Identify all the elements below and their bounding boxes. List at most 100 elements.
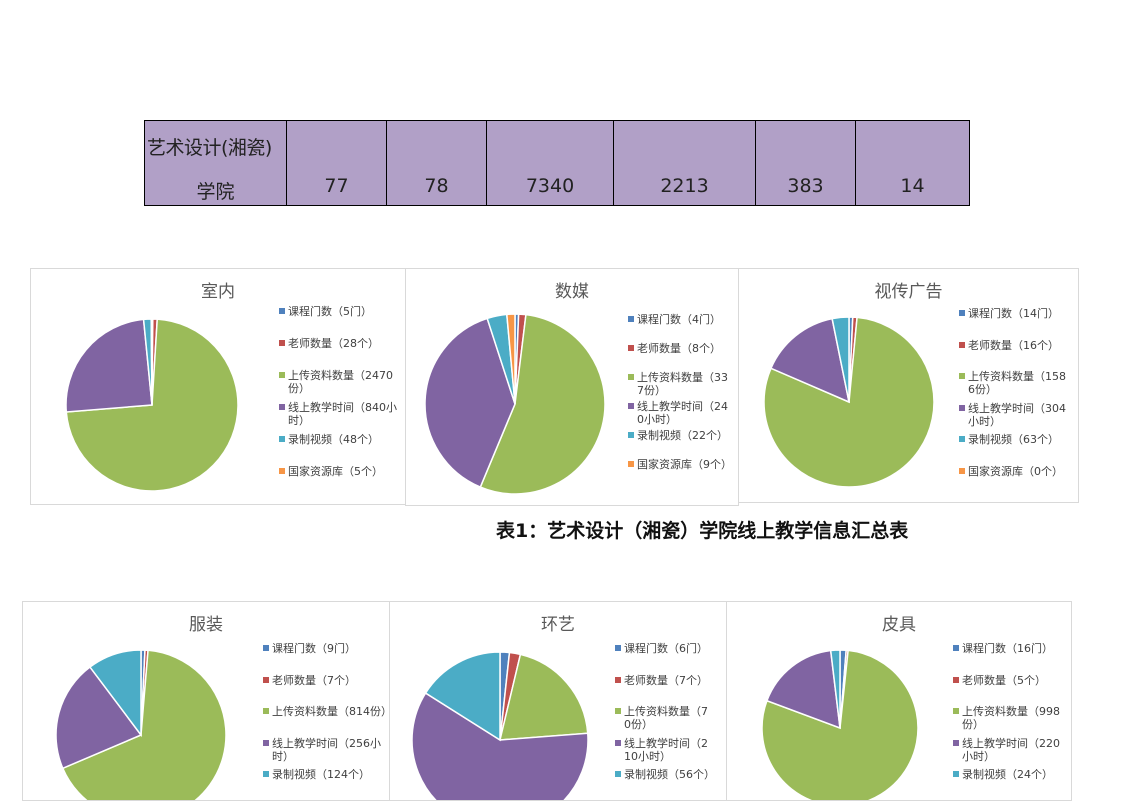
slice-resource-library xyxy=(505,313,516,405)
slice-online-hours xyxy=(769,317,851,404)
cell-value: 78 xyxy=(424,175,449,197)
chart-title: 室内 xyxy=(201,282,235,302)
legend-swatch xyxy=(953,739,959,746)
legend-swatch xyxy=(959,373,965,379)
cell-value: 77 xyxy=(324,175,349,197)
college-name-cell: 艺术设计(湘瓷) 学院 xyxy=(144,120,287,206)
chart-panel-shinei: 室内 课程门数（5门） 老师数量（28个） 上传资料数量（2470份） 线上教学时间（… xyxy=(30,268,406,505)
legend-swatch xyxy=(628,374,634,380)
legend-label: 录制视频（22个） xyxy=(637,429,728,442)
chart-panel-fuzhuang: 服装 课程门数（9门） 老师数量（7个） 上传资料数量（814份） 线上教学时间（25… xyxy=(22,601,390,801)
legend-swatch xyxy=(279,372,285,378)
pie-chart xyxy=(55,649,227,800)
legend-swatch xyxy=(279,308,285,314)
legend-label: 课程门数（5门） xyxy=(288,305,372,318)
legend-swatch xyxy=(628,461,634,467)
legend-swatch xyxy=(628,345,634,351)
legend-swatch xyxy=(615,708,621,714)
legend-label: 老师数量（16个） xyxy=(968,338,1059,352)
legend-label: 课程门数（14门） xyxy=(968,307,1059,320)
legend-swatch xyxy=(953,771,959,777)
legend-swatch xyxy=(279,404,285,410)
legend-swatch xyxy=(615,771,621,777)
legend-label: 线上教学时间（240小时） xyxy=(637,400,728,426)
table-cell: 78 xyxy=(386,120,487,206)
legend-swatch xyxy=(959,404,965,411)
slice-videos xyxy=(88,649,142,738)
legend-label: 线上教学时间（220小时） xyxy=(962,736,1060,763)
legend-label: 国家资源库（9个） xyxy=(637,458,732,471)
cell-value: 383 xyxy=(787,175,824,197)
cell-value: 14 xyxy=(900,175,925,197)
chart-legend: 课程门数（4门） 老师数量（8个） 上传资料数量（337份） 线上教学时间（240小时… xyxy=(628,313,738,503)
table-cell: 77 xyxy=(286,120,387,206)
legend-label: 国家资源库（5个） xyxy=(288,465,383,478)
legend-label: 老师数量（7个） xyxy=(624,673,708,687)
slice-uploads xyxy=(61,649,227,800)
legend-label: 录制视频（56个） xyxy=(624,768,715,781)
chart-title: 服装 xyxy=(189,615,223,635)
slice-resource-library xyxy=(150,318,153,406)
legend-label: 课程门数（6门） xyxy=(624,642,708,655)
legend-swatch xyxy=(953,645,959,651)
caption: 表1：艺术设计（湘瓷）学院线上教学信息汇总表 xyxy=(496,520,909,542)
legend-swatch xyxy=(615,739,621,746)
slice-online-hours xyxy=(411,692,589,800)
chart-panel-shichuan: 视传广告 课程门数（14门） 老师数量（16个） 上传资料数量（1586份） 线上教学… xyxy=(738,268,1079,503)
chart-title: 环艺 xyxy=(541,615,575,635)
chart-title: 皮具 xyxy=(882,615,916,635)
chart-title: 视传广告 xyxy=(874,282,943,302)
legend-label: 老师数量（8个） xyxy=(637,342,721,355)
slice-videos xyxy=(424,651,501,742)
slice-uploads xyxy=(479,313,606,495)
summary-table: 艺术设计(湘瓷) 学院 77 78 7340 2213 383 14 xyxy=(144,120,970,206)
pie-chart xyxy=(411,651,589,800)
legend-label: 上传资料数量（2470份） xyxy=(288,369,393,395)
pie-chart xyxy=(65,318,239,492)
pie-chart xyxy=(763,316,935,488)
legend-label: 上传资料数量（998份） xyxy=(962,705,1060,731)
legend-swatch xyxy=(959,341,965,348)
chart-panel-shumei: 数媒 课程门数（4门） 老师数量（8个） 上传资料数量（337份） 线上教学时间（24… xyxy=(405,268,739,506)
table-cell: 383 xyxy=(755,120,856,206)
legend-swatch xyxy=(628,432,634,438)
legend-label: 课程门数（16门） xyxy=(962,642,1053,655)
table-cell: 7340 xyxy=(486,120,614,206)
legend-label: 课程门数（4门） xyxy=(637,313,721,326)
legend-swatch xyxy=(615,645,621,651)
legend-label: 老师数量（28个） xyxy=(288,337,379,350)
legend-swatch xyxy=(953,708,959,714)
legend-swatch xyxy=(959,467,965,474)
legend-label: 上传资料数量（337份） xyxy=(637,371,728,397)
chart-legend: 课程门数（5门） 老师数量（28个） 上传资料数量（2470份） 线上教学时间（840… xyxy=(279,305,404,495)
legend-label: 线上教学时间（256小时） xyxy=(272,736,381,763)
legend-swatch xyxy=(615,676,621,683)
chart-legend: 课程门数（16门） 老师数量（5个） 上传资料数量（998份） 线上教学时间（220小… xyxy=(953,642,1071,800)
legend-label: 线上教学时间（210小时） xyxy=(624,736,708,763)
chart-title: 数媒 xyxy=(555,282,589,302)
legend-swatch xyxy=(263,708,269,714)
table-row: 艺术设计(湘瓷) 学院 77 78 7340 2213 383 14 xyxy=(144,120,970,206)
chart-legend: 课程门数（14门） 老师数量（16个） 上传资料数量（1586份） 线上教学时间（30… xyxy=(959,307,1077,497)
chart-panel-piju: 皮具 课程门数（16门） 老师数量（5个） 上传资料数量（998份） 线上教学时间（2… xyxy=(726,601,1072,801)
slice-online-hours xyxy=(55,665,143,770)
legend-swatch xyxy=(263,771,269,777)
slice-online-hours xyxy=(65,318,153,413)
chart-legend: 课程门数（9门） 老师数量（7个） 上传资料数量（814份） 线上教学时间（256小时… xyxy=(263,642,389,800)
legend-label: 录制视频（48个） xyxy=(288,433,379,446)
table-cell: 2213 xyxy=(613,120,756,206)
legend-label: 线上教学时间（304小时） xyxy=(968,401,1066,428)
slice-uploads xyxy=(499,653,589,741)
legend-label: 上传资料数量（1586份） xyxy=(968,370,1066,396)
legend-swatch xyxy=(263,676,269,683)
legend-label: 上传资料数量（70份） xyxy=(624,705,708,731)
legend-swatch xyxy=(279,340,285,346)
slice-online-hours xyxy=(424,317,516,489)
legend-label: 老师数量（5个） xyxy=(962,673,1046,687)
legend-swatch xyxy=(959,436,965,442)
legend-label: 录制视频（124个） xyxy=(272,768,370,781)
college-name-line2: 学院 xyxy=(196,181,235,203)
legend-swatch xyxy=(628,403,634,409)
legend-swatch xyxy=(263,645,269,651)
legend-swatch xyxy=(279,468,285,474)
